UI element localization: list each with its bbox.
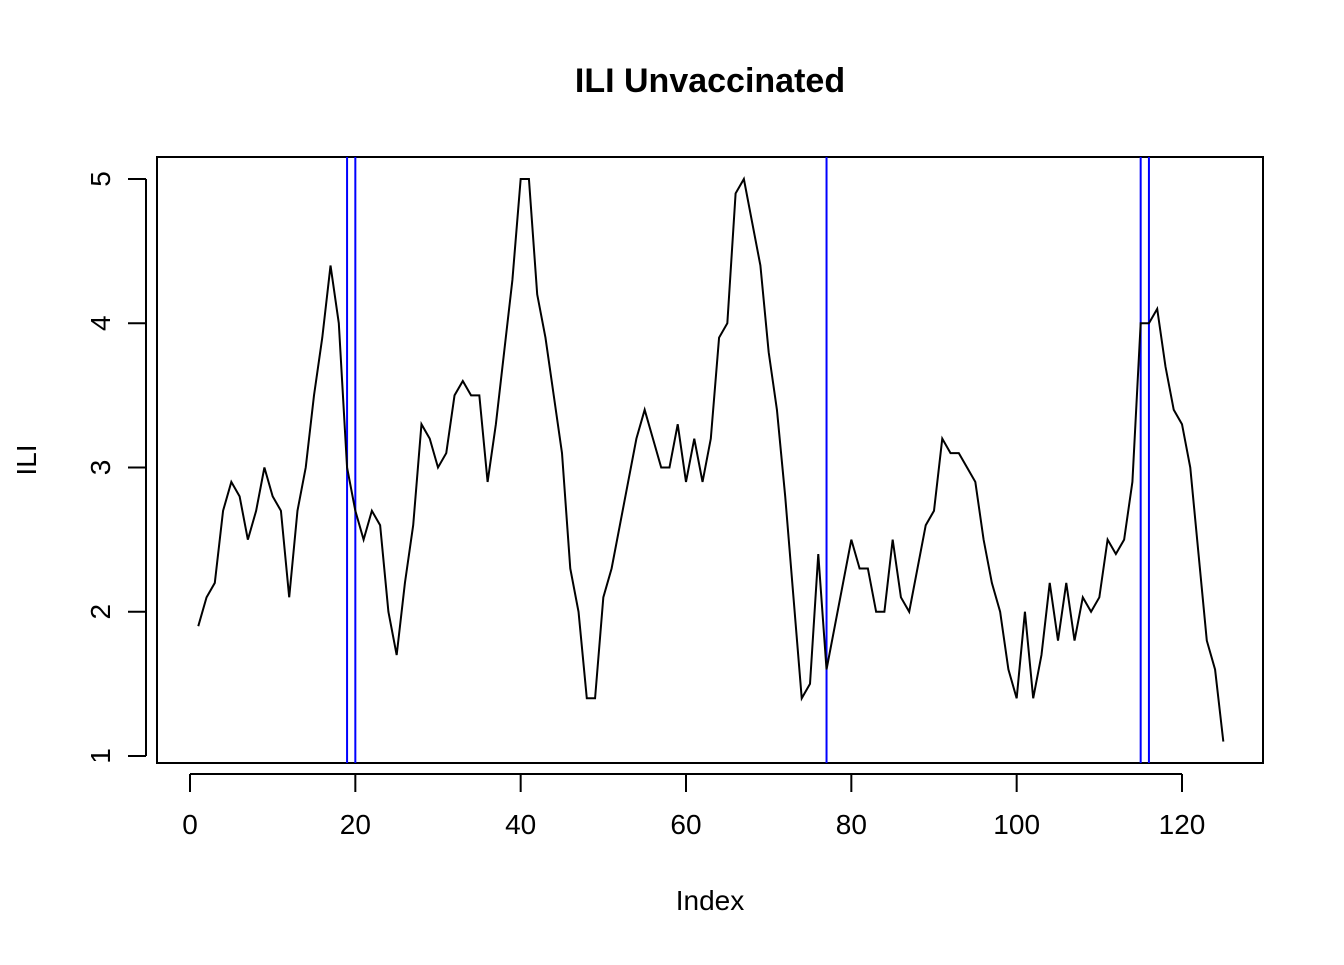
plot-frame (156, 156, 1264, 764)
x-axis-label: Index (676, 885, 745, 916)
y-tick-label: 1 (85, 748, 116, 764)
x-tick-label: 60 (670, 809, 701, 840)
x-tick-label: 20 (340, 809, 371, 840)
plot-area (197, 157, 1225, 763)
y-tick-label: 2 (85, 604, 116, 620)
x-tick-label: 120 (1159, 809, 1206, 840)
y-axis: 1 2 3 4 5 (85, 171, 147, 764)
y-tick-label: 5 (85, 171, 116, 187)
chart-title: ILI Unvaccinated (575, 62, 845, 100)
x-tick-label: 40 (505, 809, 536, 840)
ili-series-line (197, 176, 1225, 742)
y-tick-label: 4 (85, 315, 116, 331)
x-tick-label: 80 (836, 809, 867, 840)
y-tick-label: 3 (85, 460, 116, 476)
y-axis-label: ILI (11, 444, 42, 475)
x-axis: 0 20 40 60 80 100 120 (182, 773, 1206, 840)
x-tick-label: 100 (993, 809, 1040, 840)
x-tick-label: 0 (182, 809, 198, 840)
